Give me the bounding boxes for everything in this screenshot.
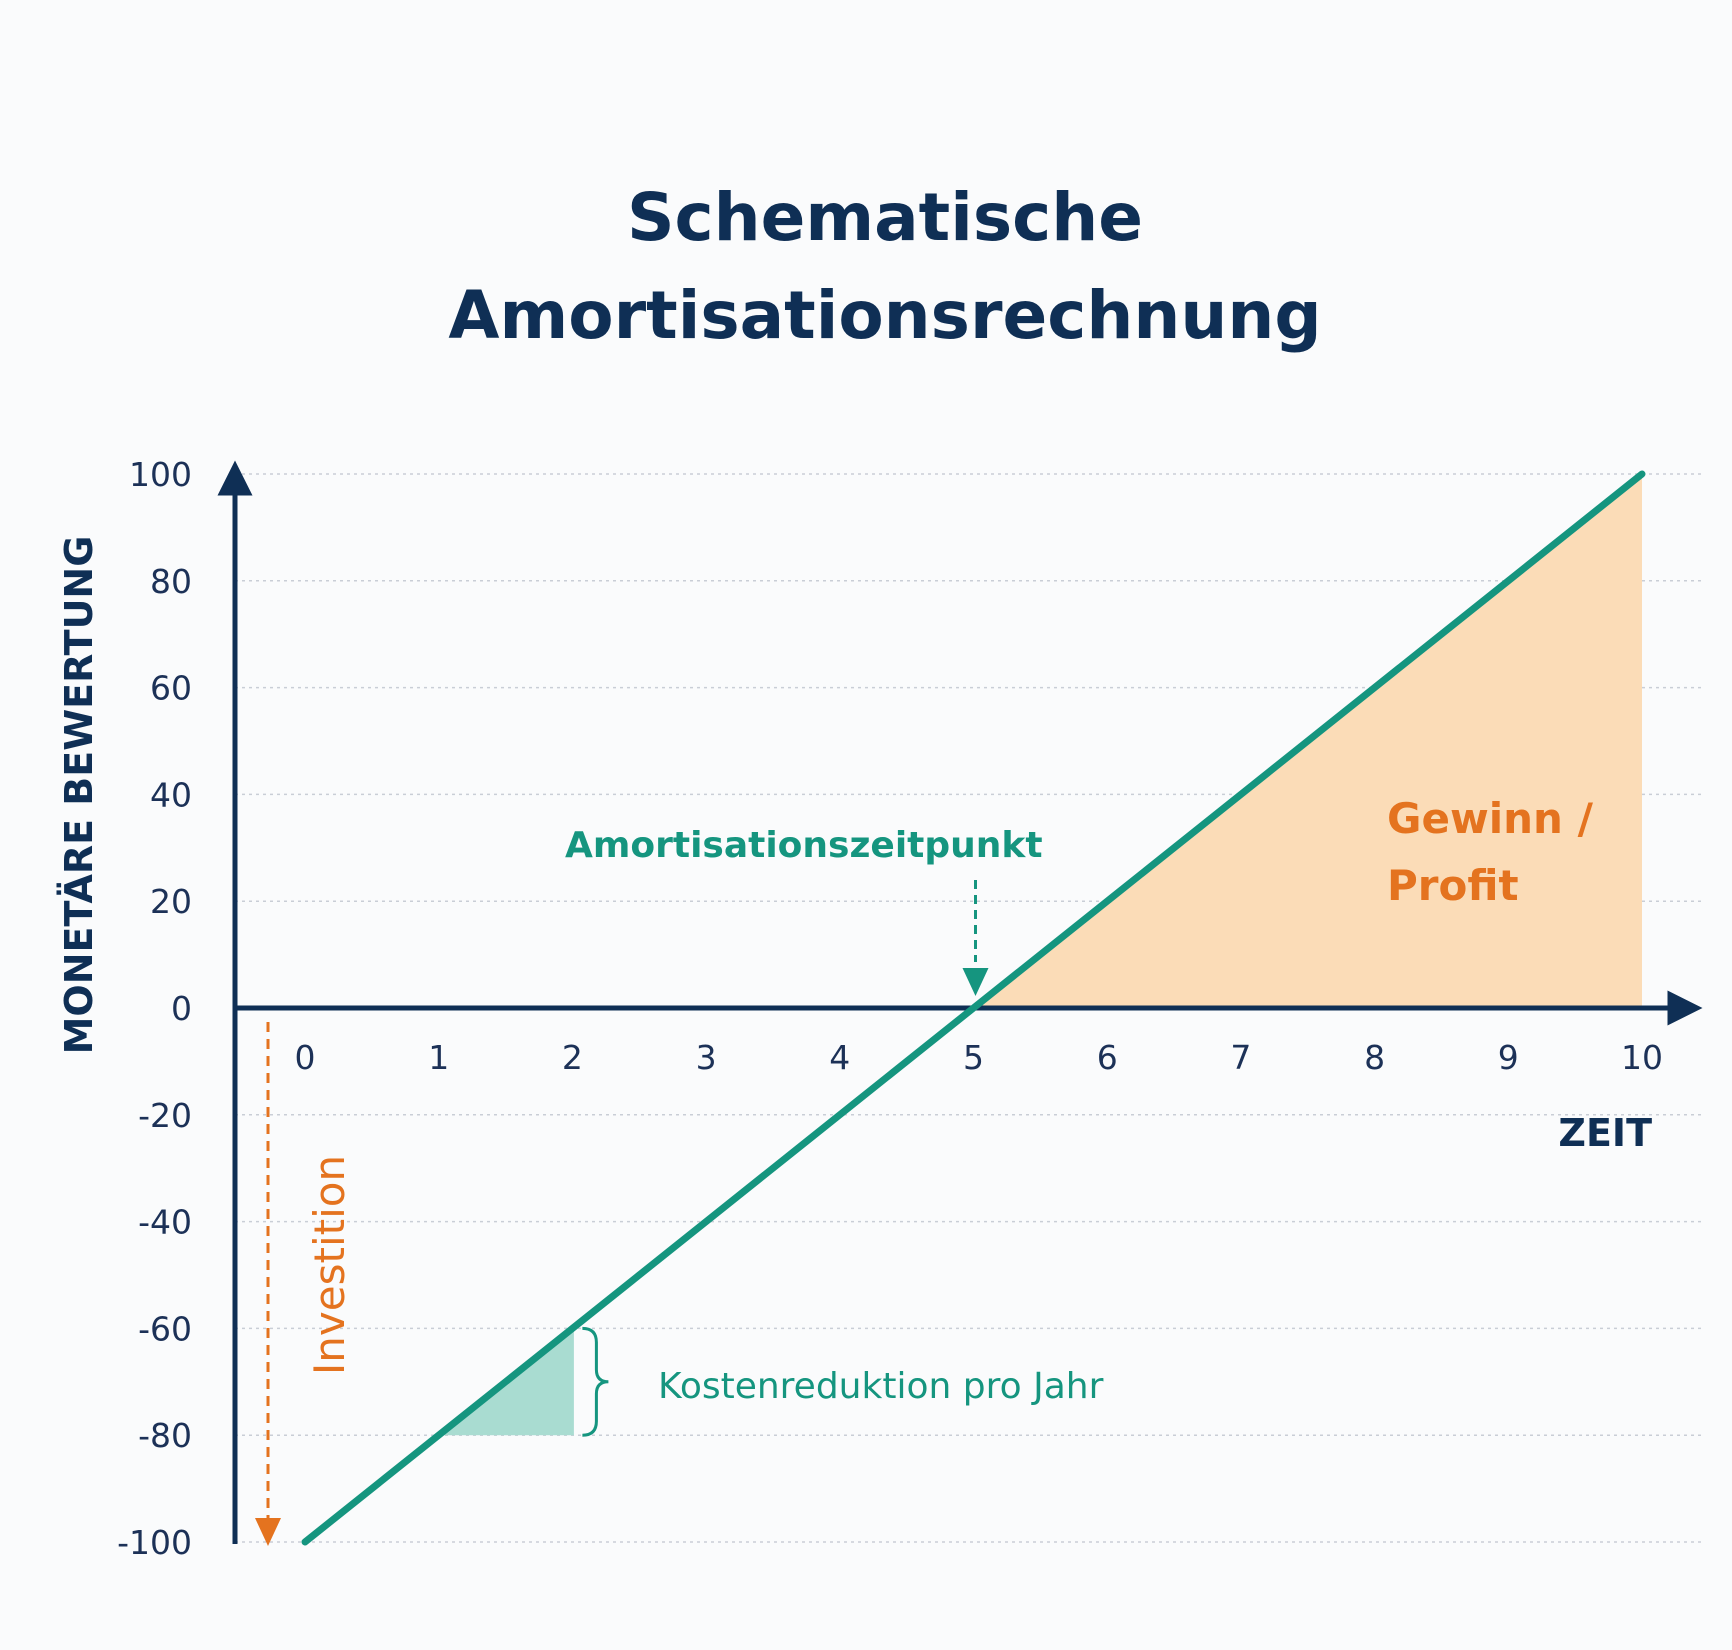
series: [301, 470, 1646, 1546]
x-tick-label: 7: [1230, 1038, 1251, 1077]
x-axis-label: ZEIT: [1558, 1111, 1652, 1155]
y-tick-label: -20: [138, 1096, 192, 1135]
investment-arrow-head: [255, 1518, 281, 1546]
y-tick-label: -100: [117, 1523, 192, 1562]
profit-label-line-1: Gewinn /: [1387, 794, 1594, 843]
y-tick-label: 60: [150, 669, 192, 708]
profit-label-line-2: Profit: [1387, 861, 1519, 910]
x-tick-label: 1: [428, 1038, 449, 1077]
chart-title-line-2: Amortisationsrechnung: [448, 277, 1321, 354]
y-axis-label: MONETÄRE BEWERTUNG: [57, 536, 101, 1055]
axes: [217, 460, 1703, 1544]
cost-reduction-brace: [582, 1326, 609, 1437]
tick-labels: 100 80 60 40 20 0 -20 -40 -60 -80 -100 0 1 2 3 4 5 6 7 8 9 10: [117, 455, 1663, 1562]
cost-reduction-label: Kostenreduktion pro Jahr: [658, 1366, 1104, 1407]
payback-line: [301, 470, 1646, 1546]
y-tick-label: -80: [138, 1416, 192, 1455]
y-tick-label: 80: [150, 562, 192, 601]
x-tick-label: 2: [562, 1038, 583, 1077]
investment-label: Investition: [305, 1155, 354, 1375]
y-tick-label: 100: [129, 455, 192, 494]
x-tick-label: 3: [696, 1038, 717, 1077]
chart-title-line-1: Schematische: [627, 179, 1143, 256]
y-tick-label: 20: [150, 882, 192, 921]
payback-arrow-head: [962, 968, 989, 996]
x-tick-label: 9: [1498, 1038, 1519, 1077]
y-tick-label: -40: [138, 1203, 192, 1242]
payback-label: Amortisationszeitpunkt: [565, 825, 1043, 866]
y-tick-label: -60: [138, 1309, 192, 1348]
annotations: [255, 880, 989, 1546]
x-tick-label: 8: [1364, 1038, 1385, 1077]
x-tick-label: 5: [963, 1038, 984, 1077]
grid-lines: [235, 473, 1705, 1543]
x-tick-label: 4: [829, 1038, 850, 1077]
x-tick-label: 6: [1097, 1038, 1118, 1077]
y-tick-label: 0: [171, 989, 192, 1028]
x-tick-label: 10: [1621, 1038, 1663, 1077]
x-tick-label: 0: [295, 1038, 316, 1077]
y-tick-label: 40: [150, 775, 192, 814]
